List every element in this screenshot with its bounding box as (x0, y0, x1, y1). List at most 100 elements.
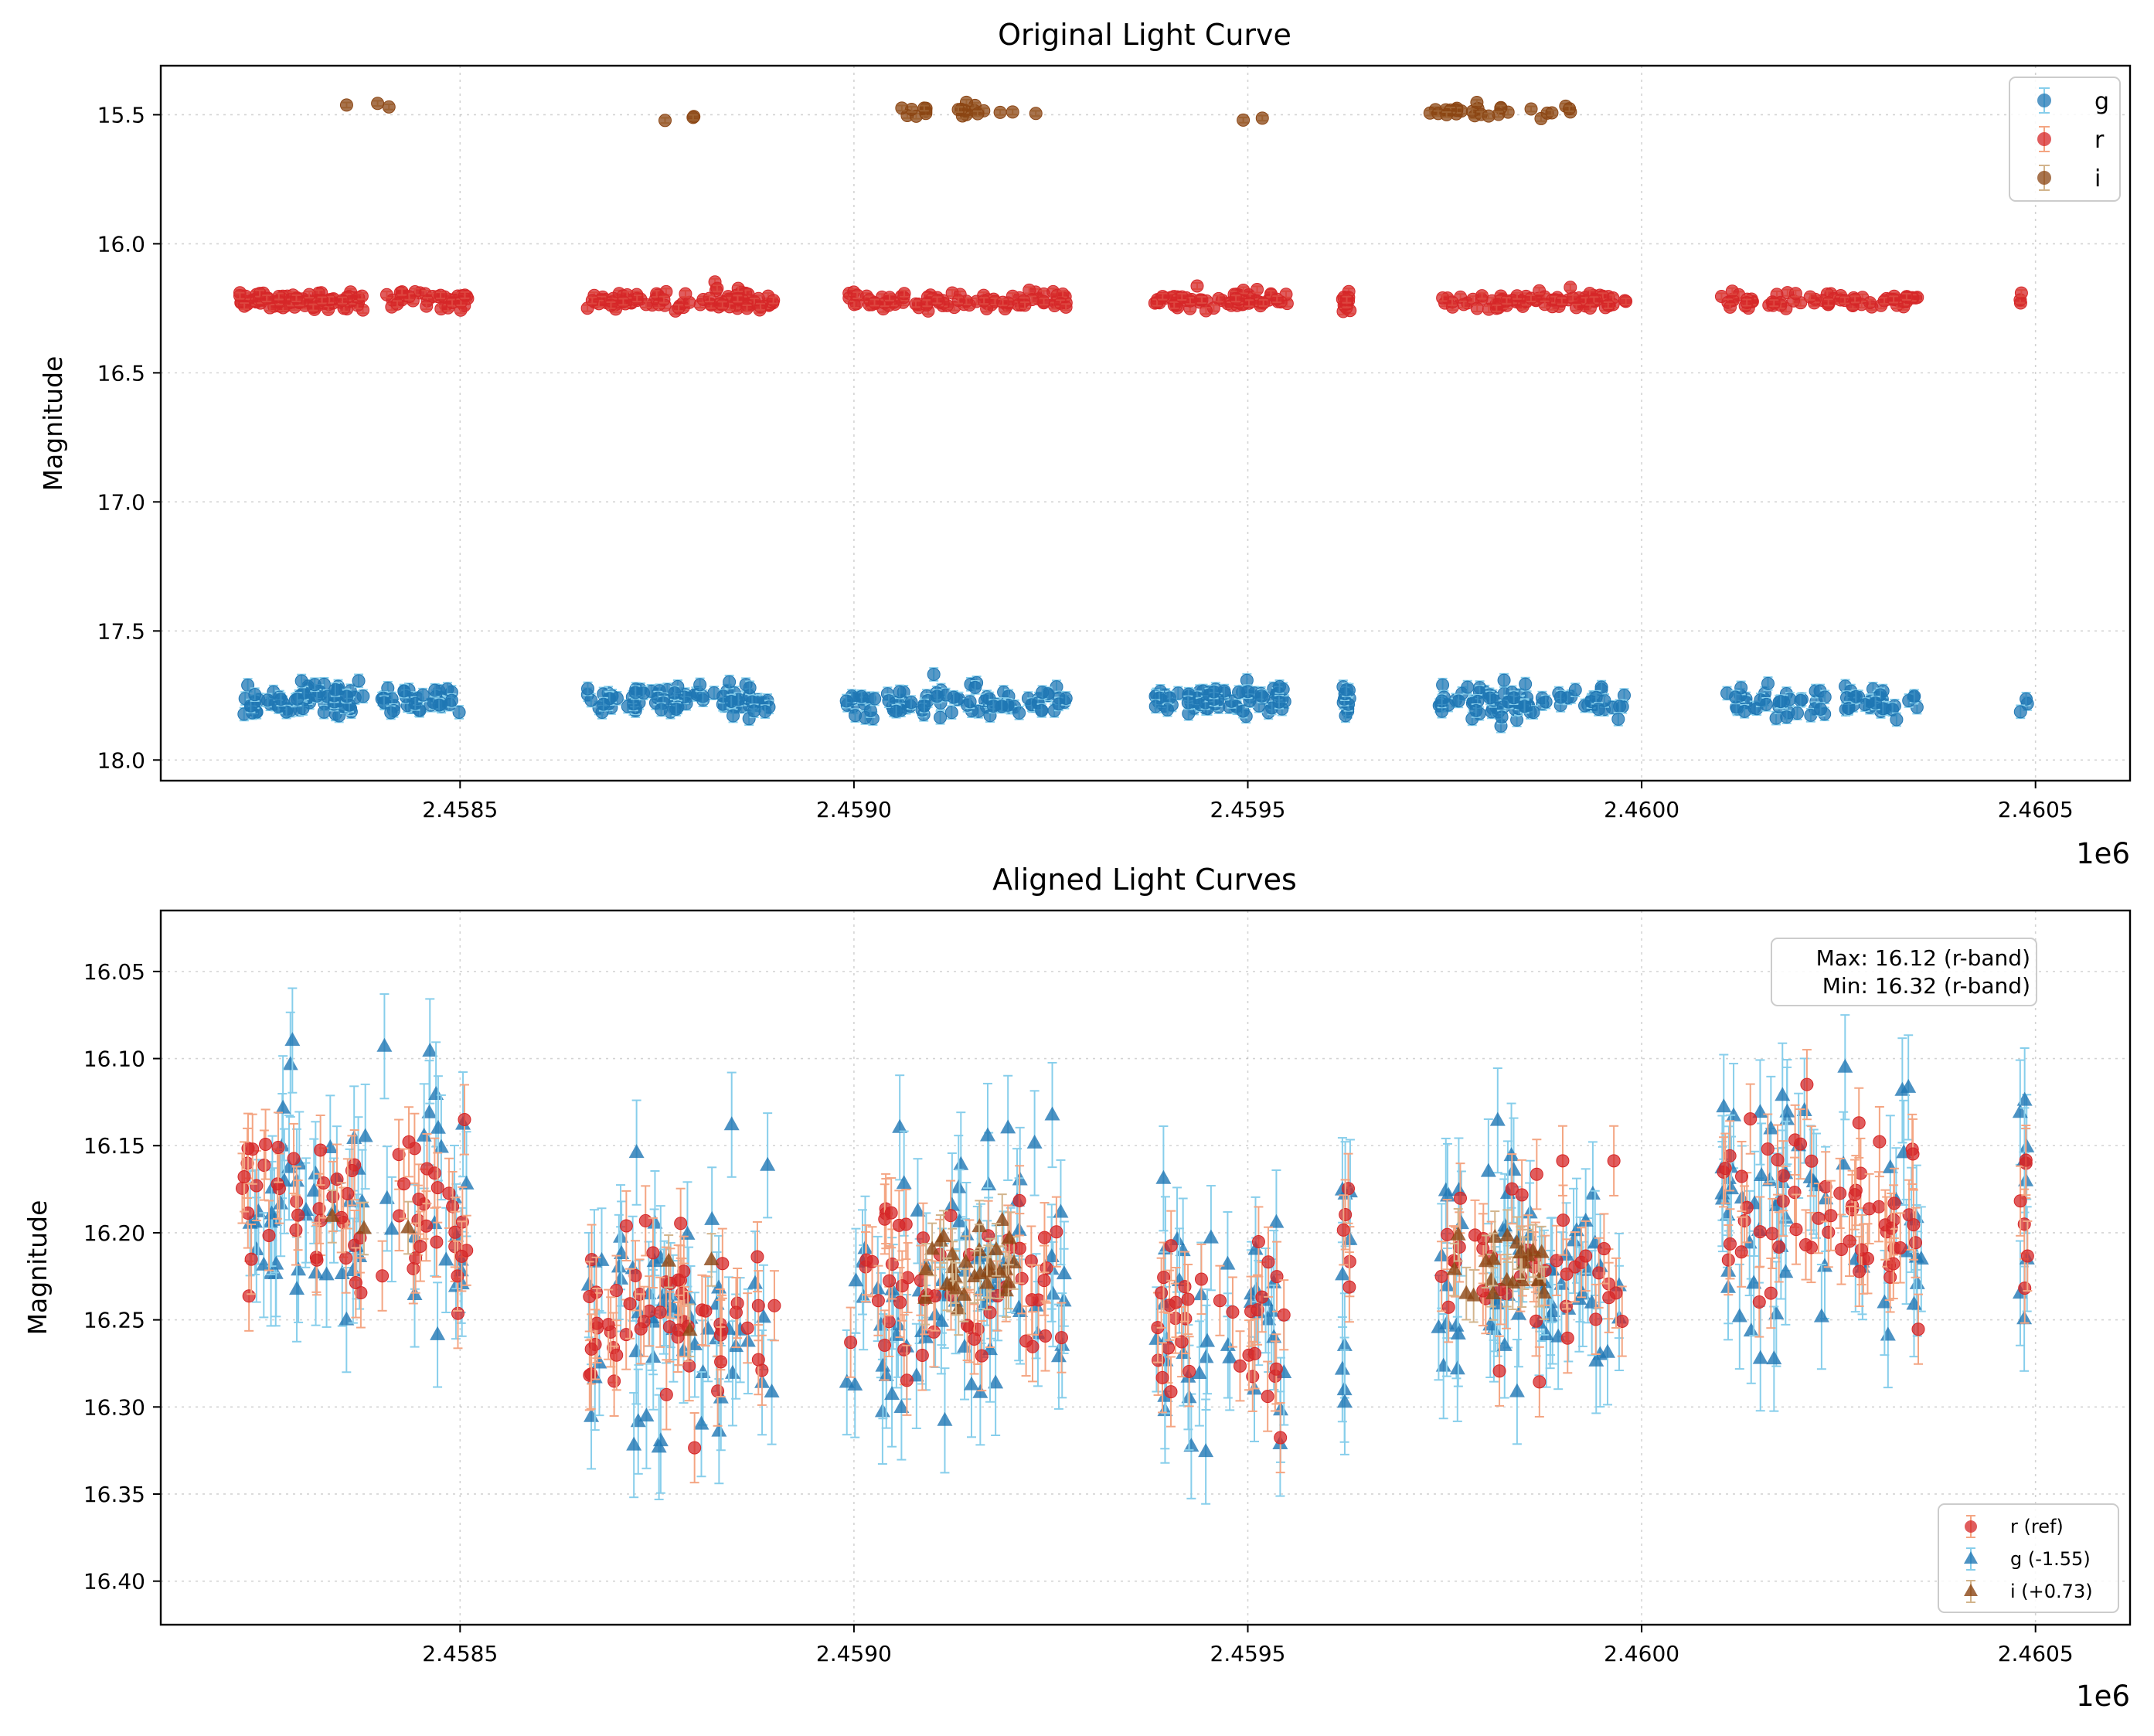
legend-r-label: r (2094, 127, 2105, 154)
y-tick-label: 17.5 (97, 618, 145, 644)
point-r-aligned (1863, 1202, 1877, 1216)
point-g (628, 686, 642, 700)
point-r-aligned (1476, 1232, 1490, 1246)
point-r-aligned (1025, 1293, 1039, 1307)
point-g-aligned (1752, 1350, 1768, 1364)
point-i (686, 111, 700, 124)
point-g-aligned (1222, 1349, 1238, 1363)
point-r (1475, 289, 1489, 303)
point-r-aligned (1771, 1153, 1785, 1167)
point-r (1510, 289, 1524, 303)
point-g (581, 682, 595, 696)
point-r (1538, 298, 1552, 311)
point-g (668, 686, 682, 700)
point-g (669, 702, 683, 716)
point-r-aligned (750, 1250, 764, 1264)
point-g-aligned (628, 1343, 645, 1357)
point-g (1818, 690, 1832, 704)
y-tick-label: 16.05 (83, 959, 145, 985)
point-g (1737, 704, 1751, 718)
point-g (627, 697, 641, 711)
point-g (2013, 705, 2027, 719)
point-g-aligned (1336, 1394, 1353, 1408)
point-r-aligned (1592, 1266, 1606, 1280)
point-r-aligned (1805, 1154, 1819, 1168)
point-g-aligned (1584, 1186, 1601, 1200)
point-r (1767, 296, 1781, 310)
point-r (1037, 294, 1051, 308)
point-g (934, 710, 948, 724)
point-g (1241, 685, 1255, 699)
point-r (1887, 292, 1900, 306)
point-g (743, 681, 757, 695)
point-r (710, 281, 724, 295)
y-tick-label: 16.20 (83, 1220, 145, 1246)
point-r-aligned (1162, 1341, 1176, 1355)
point-g (1814, 702, 1828, 716)
point-r-aligned (1878, 1218, 1892, 1232)
point-r-aligned (419, 1219, 433, 1233)
point-r (1788, 287, 1802, 301)
point-r-aligned (871, 1294, 885, 1308)
point-i (1029, 107, 1043, 121)
point-r-aligned (242, 1289, 256, 1303)
point-g-aligned (275, 1099, 291, 1114)
point-r-aligned (1911, 1322, 1925, 1336)
y-tick-label: 16.40 (83, 1569, 145, 1595)
point-r-aligned (1476, 1284, 1490, 1298)
point-r-aligned (1819, 1179, 1832, 1193)
point-r-aligned (1735, 1169, 1749, 1183)
panel1-ylabel: Magnitude (38, 356, 68, 492)
point-g (947, 690, 961, 704)
point-i (382, 100, 396, 114)
point-r (672, 301, 686, 315)
point-r (1564, 281, 1577, 294)
point-i (1545, 106, 1559, 120)
point-i (895, 101, 909, 115)
point-r-aligned (402, 1135, 416, 1149)
point-r-aligned (448, 1225, 462, 1239)
point-r (1601, 298, 1615, 312)
point-g-aligned (1044, 1106, 1060, 1121)
point-r (909, 297, 923, 311)
point-g-aligned (591, 1354, 607, 1369)
point-r-aligned (1012, 1193, 1026, 1207)
point-g-aligned (2012, 1104, 2028, 1118)
point-r-aligned (454, 1249, 468, 1263)
point-r (931, 293, 944, 307)
point-r (897, 287, 911, 301)
point-g (416, 688, 430, 702)
point-g (1059, 691, 1073, 705)
point-g (1272, 695, 1286, 709)
point-g-aligned (1000, 1119, 1016, 1134)
point-g (384, 706, 398, 720)
point-i (1563, 102, 1577, 116)
point-r-aligned (262, 1228, 276, 1242)
point-g-aligned (963, 1376, 979, 1391)
point-r-aligned (884, 1206, 898, 1220)
point-r-aligned (1894, 1241, 1907, 1254)
point-r (1229, 291, 1243, 305)
point-r-aligned (688, 1441, 702, 1455)
point-r-aligned (1169, 1295, 1182, 1309)
point-r-aligned (1597, 1242, 1611, 1256)
point-r-aligned (413, 1240, 427, 1254)
point-r (1175, 290, 1189, 304)
point-r-aligned (420, 1162, 434, 1176)
point-r-aligned (975, 1349, 989, 1363)
legend-g-label: g (2094, 88, 2109, 115)
point-g-aligned (979, 1127, 995, 1142)
point-g-aligned (875, 1357, 891, 1372)
y-tick-label: 16.10 (83, 1047, 145, 1072)
point-g (1849, 689, 1863, 703)
point-g-aligned (896, 1175, 912, 1190)
point-r-aligned (1182, 1364, 1196, 1378)
panel1-data-marks (233, 95, 2034, 734)
point-g-aligned (1220, 1255, 1236, 1270)
point-g-aligned (1509, 1383, 1525, 1397)
panel-original-light-curve: Original Light Curve 2.4585 2.4590 2.4595 2… (38, 18, 2132, 870)
point-r-aligned (1515, 1188, 1529, 1202)
point-r-aligned (1530, 1167, 1543, 1181)
point-r-aligned (1277, 1308, 1291, 1322)
x-tick-label: 2.4600 (1604, 1641, 1679, 1666)
